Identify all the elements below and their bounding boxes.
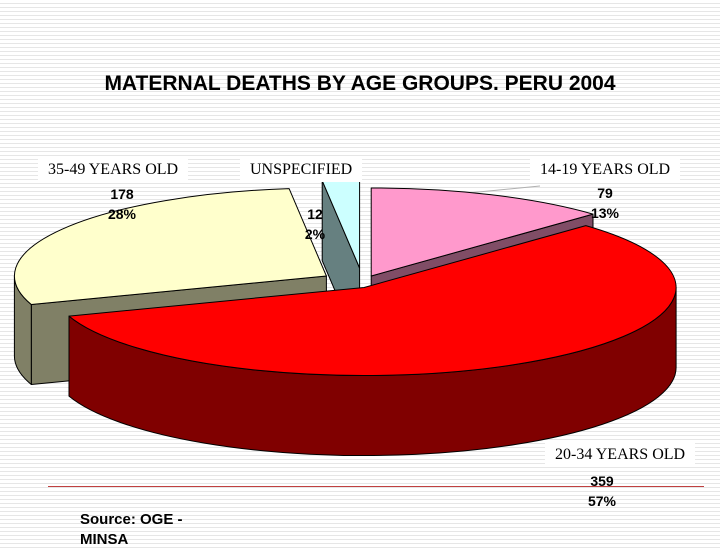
chart-title: MATERNAL DEATHS BY AGE GROUPS. PERU 2004 (104, 72, 616, 95)
value-unspecified: 12 (307, 206, 323, 222)
percent-unspecified: 2% (304, 226, 326, 242)
pie-slice-14-19 (370, 187, 594, 277)
value-14-19: 79 (597, 185, 613, 201)
leader-line-14-19 (470, 185, 541, 194)
category-label-14-19: 14-19 YEARS OLD (530, 158, 681, 182)
category-label-35-49: 35-49 YEARS OLD (38, 158, 189, 182)
category-label-20-34: 20-34 YEARS OLD (545, 443, 696, 467)
percent-35-49: 28% (107, 206, 137, 222)
source-note: Source: OGE - MINSA (80, 511, 183, 548)
value-20-34: 359 (590, 473, 614, 489)
pie-slice-20-34 (68, 225, 677, 376)
value-label-20-34: 359 57% (572, 471, 632, 511)
value-label-14-19: 79 13% (575, 183, 635, 223)
category-label-unspecified: UNSPECIFIED (240, 158, 363, 182)
divider-line (48, 486, 704, 487)
value-label-35-49: 178 28% (92, 184, 152, 224)
value-35-49: 178 (110, 186, 134, 202)
pie-slice-35-49 (13, 188, 327, 305)
percent-14-19: 13% (590, 205, 620, 221)
value-label-unspecified: 12 2% (285, 204, 345, 244)
percent-20-34: 57% (587, 493, 617, 509)
